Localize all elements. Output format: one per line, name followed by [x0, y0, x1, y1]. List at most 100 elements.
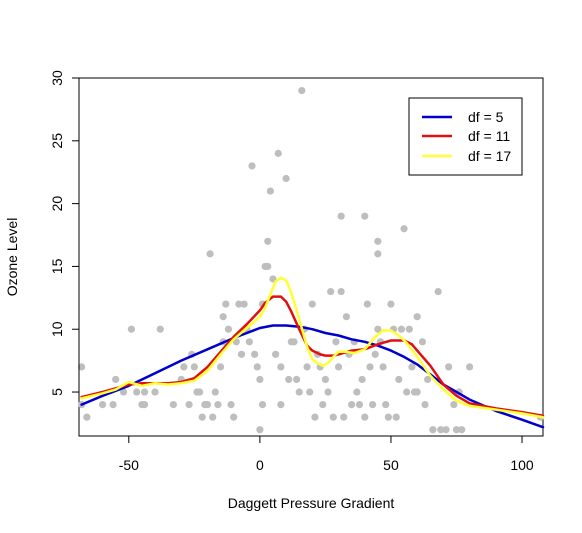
data-point — [211, 388, 219, 396]
y-tick-label: 25 — [49, 133, 65, 149]
axes-layer: -50 0 50 100 5 10 15 20 25 30 — [49, 70, 534, 473]
data-point — [256, 375, 264, 384]
data-point — [295, 388, 303, 396]
data-point — [285, 375, 293, 384]
data-point — [83, 413, 91, 421]
data-point — [340, 413, 348, 421]
data-point — [408, 363, 416, 371]
data-point — [337, 287, 345, 296]
data-point — [190, 363, 198, 371]
data-point — [332, 338, 340, 346]
data-point — [442, 426, 450, 434]
data-point — [413, 313, 421, 321]
y-tick-label: 30 — [49, 70, 65, 86]
data-point — [374, 325, 382, 333]
data-point — [112, 375, 120, 384]
series-line-df5 — [80, 324, 545, 429]
x-axis-title: Daggett Pressure Gradient — [228, 495, 395, 511]
data-point — [266, 187, 274, 195]
data-point — [235, 300, 243, 308]
y-tick-label: 20 — [49, 196, 65, 212]
data-point — [133, 388, 141, 396]
data-point — [424, 375, 432, 384]
data-point — [227, 400, 235, 409]
data-point — [180, 363, 188, 371]
data-point — [465, 363, 474, 371]
data-point — [277, 400, 285, 409]
data-point — [311, 413, 319, 421]
data-point — [379, 363, 387, 371]
data-point — [251, 350, 259, 358]
data-point — [334, 363, 343, 371]
series-line-df17 — [80, 276, 545, 419]
data-point — [98, 400, 107, 409]
data-point — [395, 375, 403, 384]
data-point — [274, 149, 282, 157]
data-point — [198, 413, 206, 421]
data-point — [429, 426, 437, 434]
legend-label-df17: df = 17 — [468, 148, 511, 164]
data-point — [445, 363, 453, 371]
data-point — [253, 363, 261, 371]
x-tick-label: 50 — [383, 457, 399, 473]
data-point — [272, 350, 280, 358]
data-point — [374, 250, 382, 258]
data-point — [437, 426, 445, 434]
data-point — [324, 388, 332, 396]
data-point — [119, 388, 128, 396]
data-point — [405, 325, 413, 333]
data-point — [256, 426, 264, 434]
data-point — [353, 388, 361, 396]
data-point — [78, 363, 86, 371]
data-point — [248, 162, 256, 170]
data-point — [306, 388, 314, 396]
data-point — [209, 413, 217, 421]
data-point — [308, 300, 316, 308]
data-point — [342, 313, 350, 321]
data-point — [214, 400, 222, 409]
data-point — [216, 363, 225, 371]
data-point — [282, 174, 290, 183]
data-point — [321, 375, 330, 384]
data-point — [230, 413, 238, 421]
data-point — [413, 388, 421, 396]
data-point — [458, 426, 466, 434]
x-tick-label: -50 — [119, 457, 139, 473]
data-point — [384, 413, 392, 421]
data-point — [156, 325, 164, 333]
data-point — [292, 375, 301, 384]
data-point — [264, 237, 272, 245]
data-point — [421, 400, 429, 409]
points-layer — [78, 86, 544, 434]
data-point — [303, 363, 311, 371]
data-point — [327, 287, 335, 296]
data-point — [298, 86, 306, 95]
data-point — [374, 237, 382, 245]
data-point — [195, 388, 204, 396]
data-point — [245, 338, 253, 346]
data-point — [366, 363, 374, 371]
data-point — [434, 287, 442, 296]
data-point — [337, 212, 345, 220]
y-tick-label: 10 — [49, 321, 65, 337]
data-point — [355, 400, 364, 409]
data-point — [361, 413, 369, 421]
data-point — [151, 388, 159, 396]
x-tick-label: 100 — [510, 457, 534, 473]
y-tick-label: 5 — [49, 388, 65, 396]
data-point — [258, 400, 267, 409]
legend-label-df5: df = 5 — [468, 109, 504, 125]
data-point — [452, 426, 461, 434]
data-point — [361, 212, 369, 220]
data-point — [169, 400, 177, 409]
y-axis-title: Ozone Level — [4, 218, 20, 297]
data-point — [319, 400, 327, 409]
data-point — [400, 225, 408, 233]
y-tick-label: 15 — [49, 258, 65, 274]
data-point — [369, 400, 377, 409]
data-point — [222, 300, 230, 308]
data-point — [140, 400, 149, 409]
data-point — [237, 350, 246, 358]
data-point — [206, 250, 214, 258]
data-point — [403, 388, 411, 396]
